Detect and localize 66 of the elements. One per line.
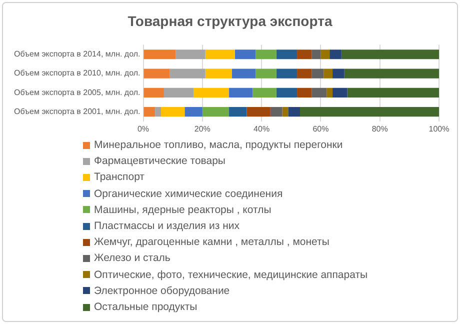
bar [256, 50, 276, 60]
x-tick-label: 20% [194, 124, 210, 134]
bar [330, 50, 342, 60]
bar [144, 68, 170, 78]
legend-label: Органические химические соединения [94, 188, 283, 200]
x-tick-label: 100% [428, 124, 450, 134]
legend-label: Железо и сталь [94, 252, 170, 264]
legend-label: Машины, ядерные реакторы , котлы [94, 204, 272, 216]
legend-label: Пластмассы и изделия из них [94, 220, 240, 232]
y-tick-label: Объем экспорта в 2005, млн. дол. [14, 88, 140, 97]
legend-label: Оптические, фото, технические, медицинские аппараты [94, 268, 368, 280]
bar [194, 88, 230, 98]
bar [252, 88, 276, 98]
bar [176, 50, 206, 60]
x-tick-label: 40% [254, 124, 270, 134]
x-tick-label: 60% [312, 124, 329, 134]
bar [184, 107, 202, 117]
bar [232, 68, 256, 78]
y-tick-label: Объем экспорта в 2001, млн. дол. [14, 107, 140, 116]
bar [324, 68, 333, 78]
bar [320, 50, 330, 60]
bar [144, 88, 164, 98]
bar [170, 68, 206, 78]
bar [205, 50, 235, 60]
bar [246, 107, 270, 117]
bar [312, 50, 321, 60]
y-tick-label: Объем экспорта в 2014, млн. дол. [14, 50, 140, 59]
bar [161, 107, 185, 117]
legend-label: Минеральное топливо, масла, продукты перегонки [94, 139, 343, 151]
bar [270, 107, 282, 117]
bar [155, 107, 162, 117]
bar [164, 88, 194, 98]
bar [332, 88, 348, 98]
chart-title: Товарная структура экспорта [126, 13, 334, 29]
bar [288, 107, 300, 117]
y-tick-label: Объем экспорта в 2010, млн. дол. [14, 68, 140, 78]
bar [144, 50, 176, 60]
bar [276, 68, 298, 78]
bar [144, 107, 156, 117]
bar [282, 107, 288, 117]
bar [344, 68, 439, 78]
legend-label: Транспорт [94, 171, 144, 184]
bar [341, 50, 439, 60]
legend-label: Электронное оборудование [94, 284, 230, 297]
bar [312, 68, 324, 78]
bar [332, 68, 344, 78]
bar [347, 88, 439, 98]
bar [297, 68, 312, 78]
x-tick-label: 80% [372, 124, 388, 134]
bar [234, 50, 256, 60]
bar [202, 107, 230, 117]
bar [276, 88, 298, 98]
bar [312, 88, 327, 98]
bar [300, 107, 439, 117]
x-tick-label: 0% [137, 124, 150, 134]
bar [297, 88, 312, 98]
bar [276, 50, 298, 60]
bar [326, 88, 333, 98]
bar [205, 68, 232, 78]
bar [256, 68, 276, 78]
legend-label: Жемчуг, драгоценные камни , металлы , монеты [94, 236, 330, 248]
legend-label: Остальные продукты [94, 300, 198, 313]
bar [229, 107, 247, 117]
legend-label: Фармацевтические товары [94, 155, 226, 168]
bar [229, 88, 253, 98]
bar [297, 50, 312, 60]
